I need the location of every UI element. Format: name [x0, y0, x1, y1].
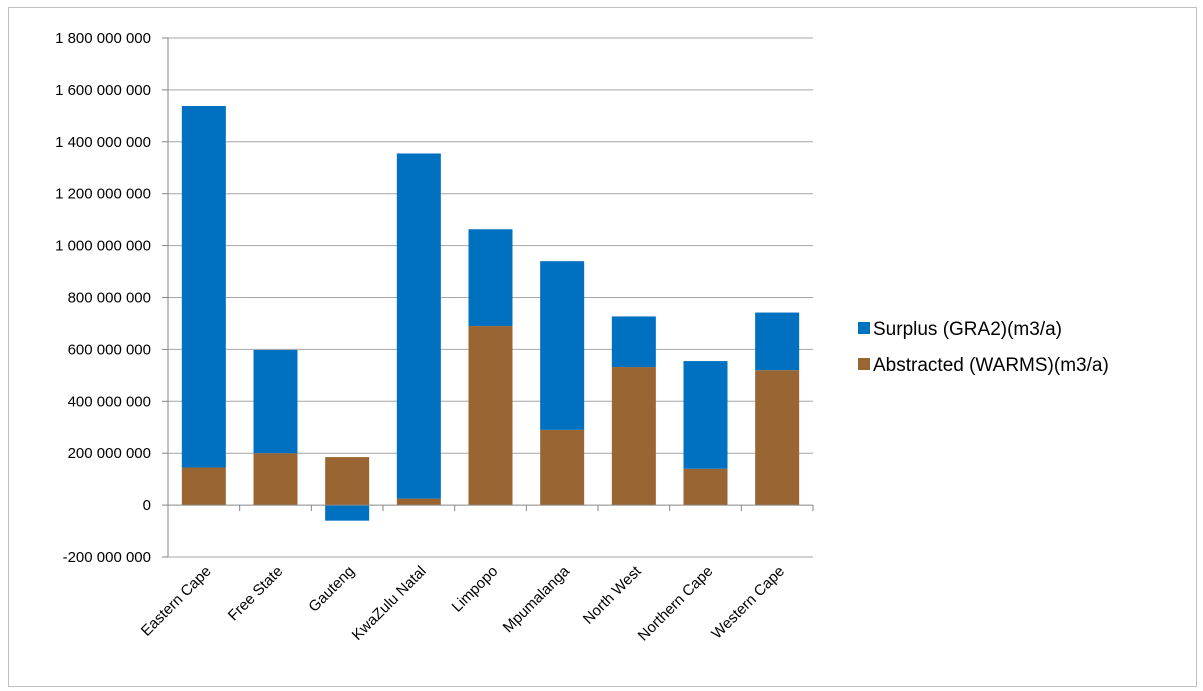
bar-abstracted	[468, 326, 513, 506]
x-tick-label: Free State	[225, 563, 287, 625]
legend-swatch	[858, 322, 870, 334]
bar-abstracted	[325, 457, 370, 506]
bar-surplus	[396, 153, 441, 499]
x-tick-label: KwaZulu Natal	[349, 563, 430, 644]
bar-surplus	[755, 312, 800, 371]
bar-abstracted	[396, 498, 441, 506]
y-tick-label: 600 000 000	[68, 341, 151, 358]
x-tick-label: Limpopo	[449, 563, 502, 616]
y-tick-label: 800 000 000	[68, 290, 151, 307]
axes	[162, 37, 814, 558]
bar-surplus	[468, 229, 513, 327]
bar-abstracted	[181, 467, 226, 506]
bar-abstracted	[755, 370, 800, 506]
bar-surplus	[611, 316, 656, 368]
bar-abstracted	[683, 468, 728, 506]
bar-abstracted	[611, 367, 656, 506]
x-tick-label: Northern Cape	[635, 563, 717, 645]
bar-surplus	[253, 349, 298, 454]
y-tick-labels: -200 000 000 0 200 000 000 400 000 000 600 0…	[55, 30, 151, 566]
y-tick-label: 400 000 000	[68, 393, 151, 410]
bar-surplus	[540, 261, 585, 430]
legend-label: Surplus (GRA2)(m3/a)	[873, 319, 1062, 340]
y-tick-label: 1 800 000 000	[55, 30, 151, 47]
y-tick-label: 200 000 000	[68, 445, 151, 462]
legend: Surplus (GRA2)(m3/a) Abstracted (WARMS)(m…	[858, 319, 1109, 376]
x-tick-label: Western Cape	[708, 563, 788, 643]
y-tick-label: 1 400 000 000	[55, 134, 151, 151]
legend-label: Abstracted (WARMS)(m3/a)	[873, 355, 1109, 376]
x-tick-label: Mpumalanga	[500, 562, 574, 636]
bar-abstracted	[540, 429, 585, 506]
bar-surplus	[325, 505, 370, 521]
bars	[181, 105, 800, 521]
x-tick-label: Eastern Cape	[138, 563, 215, 640]
bar-surplus	[181, 105, 226, 468]
y-tick-label: 0	[143, 497, 151, 514]
x-tick-label: Gauteng	[305, 563, 358, 616]
legend-swatch	[858, 358, 870, 370]
x-tick-label: North West	[580, 562, 645, 627]
y-tick-label: 1 200 000 000	[55, 186, 151, 203]
y-tick-label: -200 000 000	[63, 549, 151, 566]
y-tick-label: 1 000 000 000	[55, 238, 151, 255]
y-tick-label: 1 600 000 000	[55, 82, 151, 99]
bar-surplus	[683, 361, 728, 469]
bar-abstracted	[253, 453, 298, 506]
